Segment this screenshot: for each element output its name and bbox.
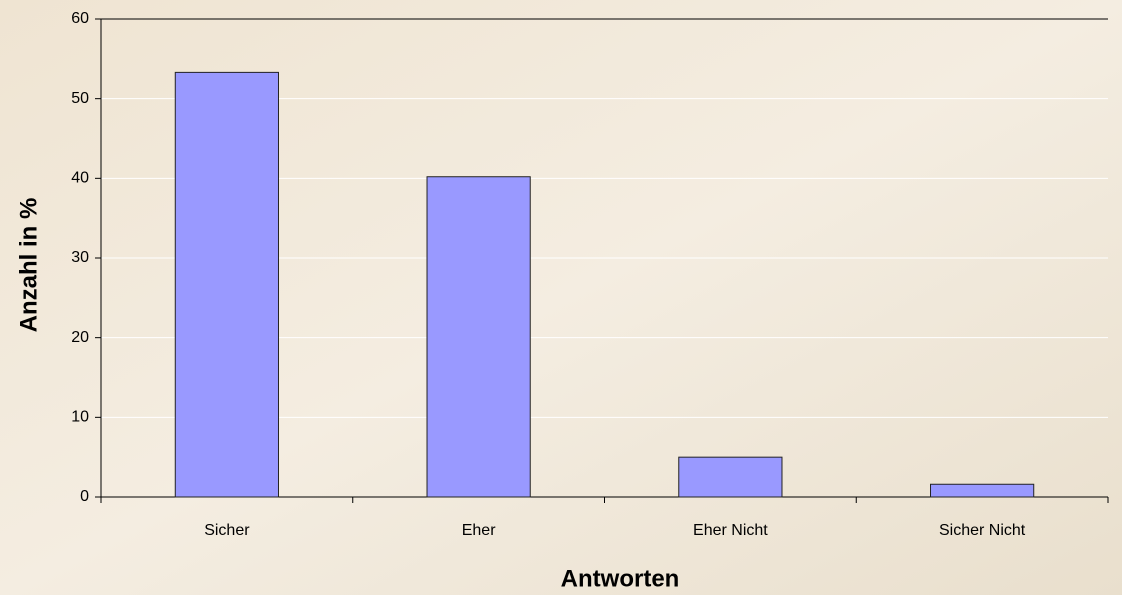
x-axis-title: Antworten [561, 565, 680, 592]
y-tick-label: 60 [71, 10, 89, 27]
y-tick-label: 0 [80, 488, 89, 505]
bar [426, 176, 531, 498]
y-tick-label: 10 [71, 409, 89, 426]
y-tick-label: 40 [71, 170, 89, 187]
y-tick-label: 30 [71, 249, 89, 266]
bar [930, 483, 1035, 498]
bar [678, 456, 783, 498]
bar [174, 71, 279, 498]
x-tick-label: Sicher [204, 522, 250, 539]
y-tick-label: 20 [71, 329, 89, 346]
y-tick-label: 50 [71, 90, 89, 107]
x-tick-label: Eher [462, 522, 496, 539]
x-tick-label: Sicher Nicht [939, 522, 1026, 539]
x-tick-label: Eher Nicht [693, 522, 768, 539]
y-axis-title: Anzahl in % [15, 198, 42, 333]
